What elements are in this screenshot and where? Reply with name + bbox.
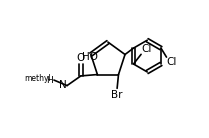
Text: H: H: [46, 76, 52, 85]
Text: methyl: methyl: [24, 74, 51, 83]
Text: N: N: [59, 80, 66, 90]
Text: Cl: Cl: [167, 57, 177, 67]
Text: Cl: Cl: [141, 44, 152, 54]
Text: O: O: [76, 53, 84, 63]
Text: Br: Br: [111, 90, 123, 100]
Text: HO: HO: [82, 52, 98, 62]
